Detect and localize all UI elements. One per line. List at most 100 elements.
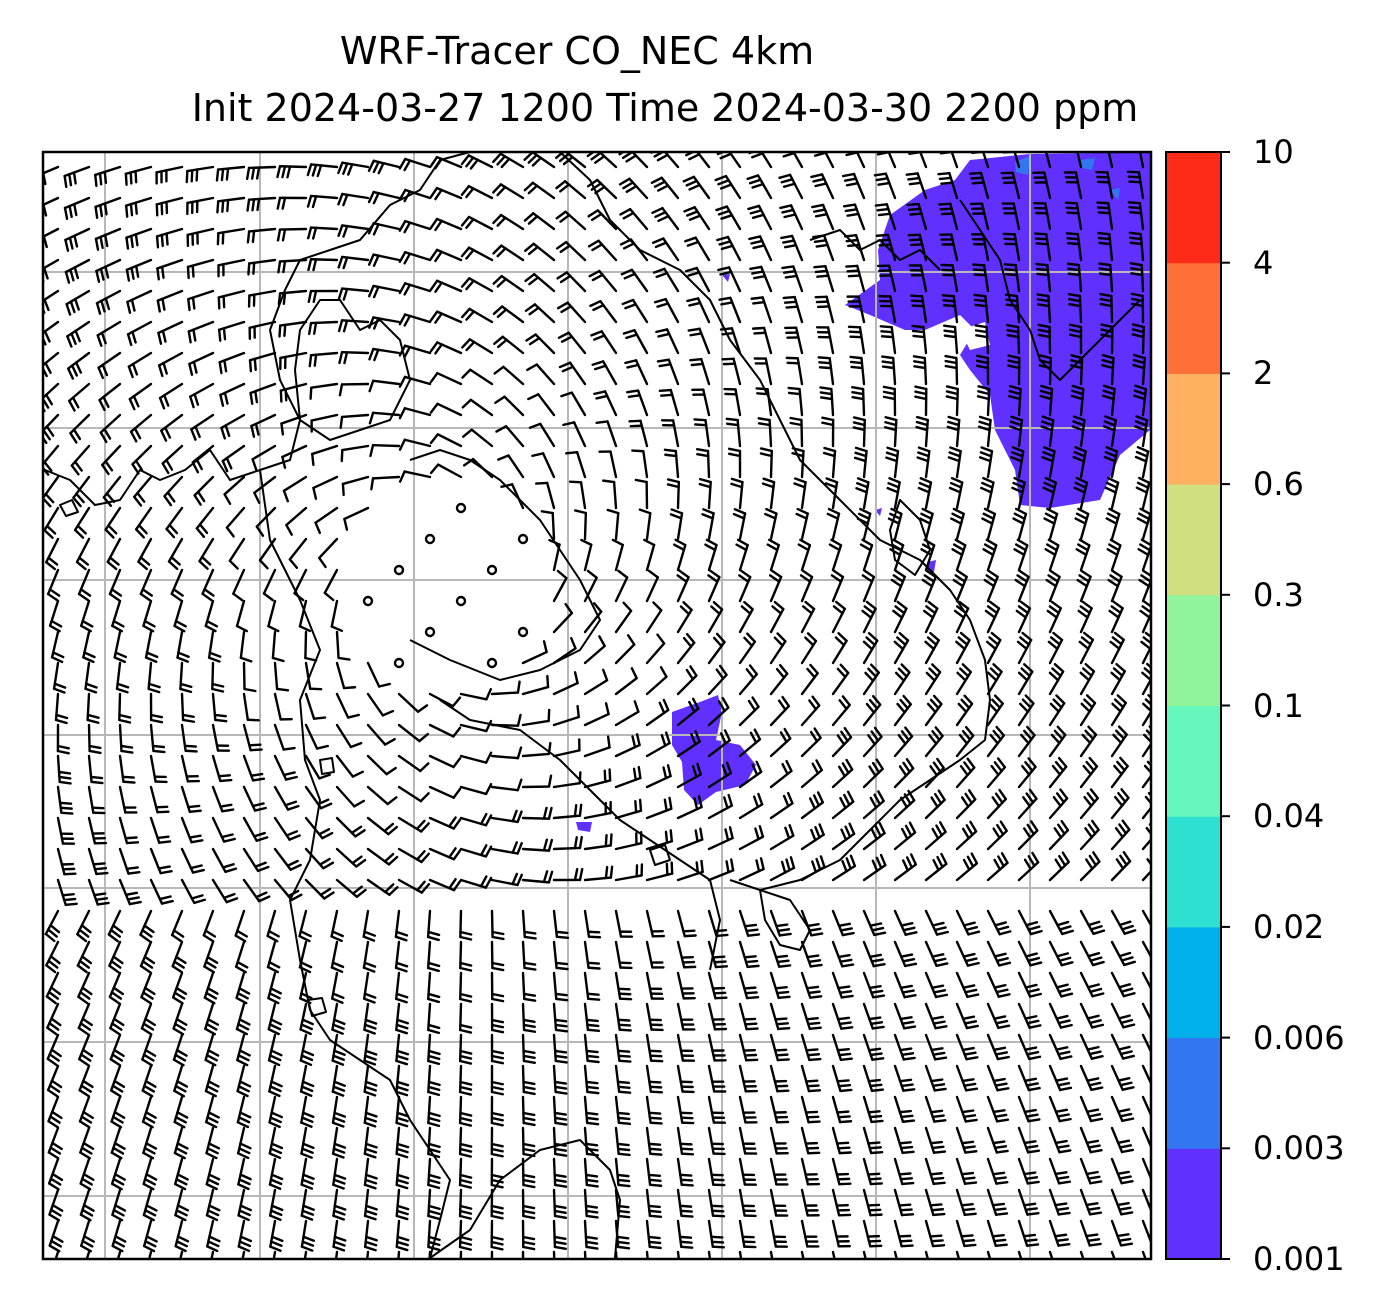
wind-barb	[494, 395, 525, 417]
wind-barb	[862, 663, 880, 696]
wind-barb	[94, 227, 122, 251]
wind-barb	[170, 568, 184, 602]
wind-barb	[725, 417, 742, 448]
coastline-islet	[649, 844, 671, 866]
wind-barb	[968, 171, 990, 200]
wind-barb	[924, 663, 942, 696]
wind-barb	[298, 599, 312, 633]
wind-barb	[558, 361, 587, 386]
calm-wind-marker	[424, 533, 436, 545]
wind-barb	[938, 202, 959, 231]
wind-barb	[614, 733, 641, 758]
wind-barb	[645, 764, 672, 789]
wind-barb	[728, 447, 742, 479]
colorbar-tick-label: 10	[1253, 133, 1294, 171]
wind-barb	[232, 568, 246, 602]
wind-barb	[698, 477, 712, 510]
wind-barb	[198, 537, 215, 570]
calm-wind-marker	[455, 502, 467, 514]
wind-barb	[462, 428, 494, 448]
plot-title: WRF-Tracer CO_NEC 4km	[339, 29, 815, 73]
wind-barb	[246, 227, 277, 244]
wind-barb	[540, 510, 556, 541]
wind-barb	[552, 771, 582, 789]
wind-barb	[129, 413, 153, 443]
wind-barb	[851, 385, 866, 417]
wind-barb	[1101, 384, 1116, 417]
wind-barb	[707, 761, 733, 789]
wind-barb	[277, 289, 308, 306]
wind-barb	[526, 363, 556, 386]
wind-barb	[875, 233, 897, 262]
wind-barb	[211, 754, 233, 783]
wind-barb	[1072, 446, 1087, 479]
wind-barb	[310, 413, 339, 433]
wind-barb	[124, 196, 153, 218]
wind-barb	[398, 344, 432, 358]
wind-barb	[766, 538, 780, 572]
wind-barb	[429, 186, 463, 201]
wind-barb	[853, 446, 868, 479]
colorbar-tick-label: 4	[1253, 243, 1274, 282]
wind-barb	[95, 289, 122, 315]
wind-barb	[1127, 201, 1145, 231]
wind-barb	[180, 723, 198, 753]
wind-barb	[429, 371, 463, 386]
wind-barb	[155, 196, 184, 217]
wind-barb	[707, 664, 728, 696]
wind-barb	[63, 165, 91, 189]
wind-barb	[683, 206, 711, 231]
tracer-plume-fleck	[576, 822, 592, 832]
wind-barb	[271, 630, 285, 663]
wind-barb	[645, 731, 671, 758]
wind-barb	[621, 298, 649, 324]
colorbar-tick-label: 2	[1253, 354, 1274, 393]
wind-barb	[398, 375, 432, 388]
wind-barb	[278, 320, 308, 338]
wind-barb	[628, 419, 649, 448]
wind-barb	[555, 210, 587, 231]
wind-barb	[111, 599, 125, 633]
wind-barb	[1110, 725, 1128, 758]
wind-barb	[335, 723, 363, 749]
wind-barb	[707, 600, 724, 634]
wind-barb	[1037, 323, 1052, 355]
wind-barb	[490, 713, 522, 727]
wind-barb	[191, 444, 215, 474]
wind-barb	[589, 300, 618, 324]
wind-barb	[686, 297, 711, 324]
wind-barb	[948, 476, 964, 510]
wind-barb	[492, 152, 525, 169]
wind-barb	[601, 479, 618, 510]
wind-barb	[335, 785, 366, 808]
wind-barb	[622, 329, 649, 355]
wind-barb	[793, 477, 807, 510]
wind-barb	[180, 785, 202, 814]
wind-barb	[916, 446, 931, 479]
wind-barb	[920, 538, 936, 572]
wind-barb	[429, 341, 463, 355]
wind-barb	[337, 287, 370, 301]
wind-barb	[587, 209, 618, 231]
wind-barb	[341, 475, 370, 497]
wind-barb	[1011, 476, 1026, 510]
wind-barb	[157, 320, 184, 345]
wind-barb	[228, 537, 246, 570]
wind-barb	[56, 754, 72, 785]
wind-barb	[1136, 507, 1151, 541]
wind-barb	[947, 446, 962, 479]
wind-barb	[429, 310, 463, 324]
wind-barb	[82, 630, 96, 664]
wind-barb	[800, 727, 822, 758]
wind-barb	[1048, 725, 1067, 758]
wind-barb	[126, 320, 153, 347]
wind-barb	[666, 478, 681, 510]
wind-barb	[87, 723, 102, 755]
wind-barb	[969, 202, 990, 231]
wind-barb	[556, 271, 587, 293]
wind-barb	[719, 327, 742, 355]
wind-barb	[768, 569, 783, 603]
wind-barb	[685, 266, 711, 293]
wind-barb	[492, 213, 525, 231]
wind-barb	[215, 165, 246, 182]
